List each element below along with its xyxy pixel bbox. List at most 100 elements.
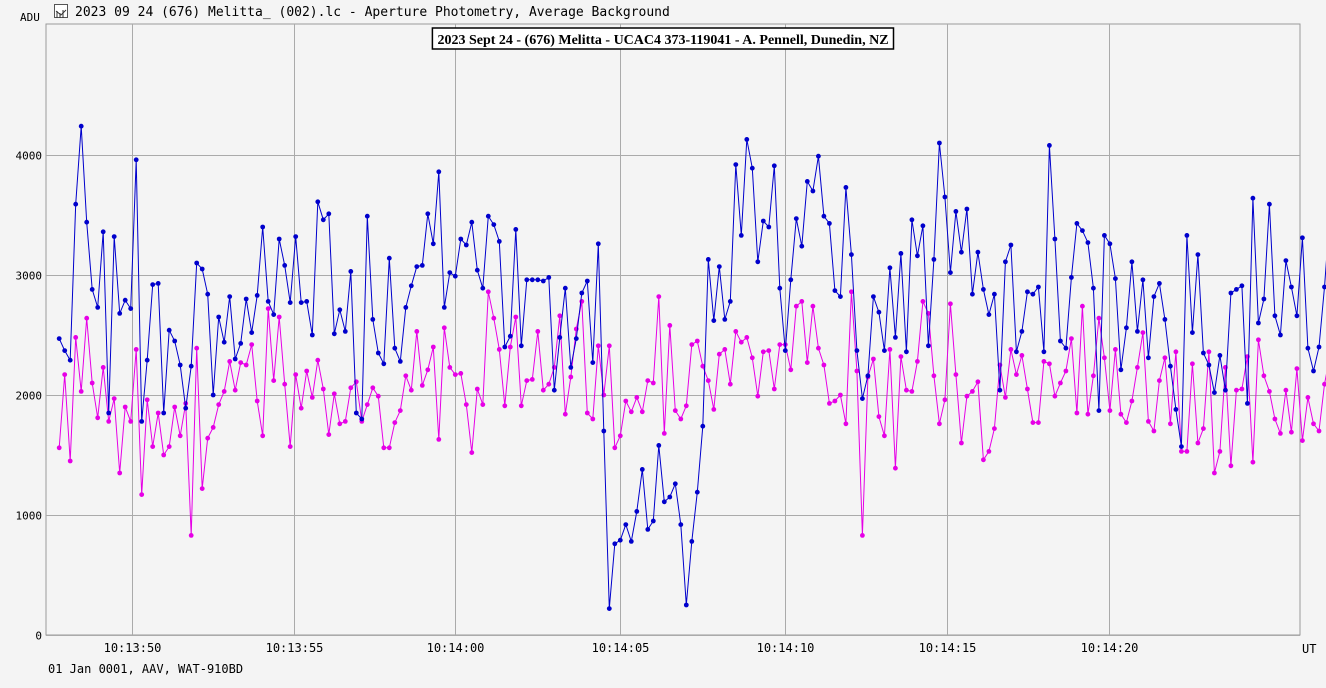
series-1-point bbox=[931, 257, 937, 262]
series-1-point bbox=[1107, 241, 1113, 247]
series-1-point bbox=[716, 264, 722, 269]
series-2-point bbox=[205, 435, 211, 441]
series-2-point bbox=[1129, 398, 1135, 404]
series-2-point bbox=[705, 378, 711, 383]
series-1-point bbox=[1074, 221, 1080, 226]
series-2-point bbox=[364, 402, 370, 407]
series-2-point bbox=[348, 385, 354, 391]
series-2-point bbox=[254, 398, 260, 404]
series-2-point bbox=[199, 486, 205, 491]
series-1-point bbox=[964, 206, 970, 212]
series-1-point bbox=[117, 311, 123, 316]
y-tick-label: 0 bbox=[35, 630, 42, 643]
series-1-point bbox=[529, 277, 535, 283]
series-1-point bbox=[183, 405, 189, 411]
series-2-point bbox=[1173, 349, 1179, 355]
series-1-point bbox=[375, 350, 381, 356]
series-1-point bbox=[353, 410, 359, 416]
series-2-point bbox=[150, 444, 156, 449]
series-1-point bbox=[727, 299, 733, 304]
series-1-point bbox=[1030, 291, 1036, 297]
series-2-point bbox=[1162, 355, 1168, 361]
series-1-point bbox=[513, 227, 519, 232]
series-2-point bbox=[590, 416, 596, 422]
series-2-point bbox=[793, 303, 799, 309]
y-tick-label: 1000 bbox=[16, 510, 43, 523]
series-1-point bbox=[397, 359, 403, 364]
series-1-point bbox=[1102, 233, 1107, 238]
series-1-point bbox=[860, 396, 865, 401]
series-2-point bbox=[1118, 411, 1124, 417]
series-1-point bbox=[1250, 195, 1256, 201]
series-1-point bbox=[551, 387, 557, 393]
series-1-point bbox=[1146, 355, 1151, 361]
series-1-point bbox=[1157, 281, 1162, 286]
series-1-point bbox=[760, 218, 766, 224]
series-2-point bbox=[876, 414, 882, 419]
series-2-point bbox=[755, 393, 761, 399]
series-2-point bbox=[694, 338, 700, 344]
series-2-point bbox=[232, 387, 238, 393]
series-1-point bbox=[386, 255, 392, 261]
series-2-point bbox=[155, 410, 161, 416]
series-1-point bbox=[1234, 287, 1239, 292]
series-1-point bbox=[887, 265, 893, 271]
series-2-point bbox=[788, 367, 794, 373]
series-2-point bbox=[260, 433, 266, 439]
series-2-point bbox=[672, 408, 678, 413]
series-1-point bbox=[942, 194, 948, 200]
series-1-point bbox=[447, 270, 453, 275]
series-2-point bbox=[1311, 421, 1316, 427]
series-1-point bbox=[650, 518, 656, 524]
x-tick-label: 10:14:15 bbox=[919, 641, 977, 655]
series-2-point bbox=[1091, 373, 1096, 379]
series-2-point bbox=[1234, 387, 1239, 393]
series-1-point bbox=[491, 222, 497, 228]
series-1-point bbox=[782, 348, 788, 353]
series-2-point bbox=[1019, 353, 1025, 358]
series-1-point bbox=[1272, 313, 1278, 319]
series-1-point bbox=[986, 312, 992, 317]
series-1-point bbox=[309, 332, 315, 338]
series-2-point bbox=[1041, 359, 1047, 364]
series-1-point bbox=[876, 309, 882, 315]
series-2-point bbox=[661, 431, 667, 436]
series-1-point bbox=[271, 312, 277, 317]
series-1-point bbox=[458, 236, 464, 242]
series-1-point bbox=[359, 416, 365, 422]
series-1-point bbox=[1300, 235, 1305, 241]
series-2-point bbox=[738, 339, 744, 345]
series-1-point bbox=[381, 361, 387, 367]
series-1-point bbox=[948, 270, 953, 275]
series-2-point bbox=[1113, 347, 1118, 352]
series-2-point bbox=[535, 329, 541, 334]
series-2-point bbox=[1294, 366, 1300, 371]
x-tick-label: 10:14:05 bbox=[592, 641, 650, 655]
series-2-point bbox=[606, 343, 612, 349]
series-2-point bbox=[221, 389, 227, 394]
series-1-point bbox=[298, 300, 304, 305]
series-1-point bbox=[689, 539, 695, 544]
series-1-point bbox=[1069, 275, 1074, 280]
series-2-point bbox=[1228, 463, 1234, 469]
lightcurve-app-icon[interactable] bbox=[54, 4, 68, 18]
series-1-point bbox=[975, 249, 981, 255]
series-2-point bbox=[106, 419, 112, 424]
series-1-point bbox=[992, 291, 997, 297]
series-1-point bbox=[854, 348, 860, 353]
series-2-point bbox=[749, 355, 755, 361]
series-1-point bbox=[430, 241, 436, 247]
series-2-point bbox=[1135, 365, 1140, 370]
series-1-point bbox=[733, 162, 739, 168]
series-2-point bbox=[975, 379, 981, 385]
series-1-point bbox=[56, 336, 62, 341]
series-1-point bbox=[403, 305, 409, 310]
series-2-point bbox=[1069, 336, 1074, 341]
series-1-point bbox=[909, 217, 915, 223]
series-2-point bbox=[524, 378, 530, 383]
series-2-point bbox=[799, 299, 805, 304]
series-2-point bbox=[210, 425, 216, 430]
series-1-point bbox=[128, 306, 134, 311]
series-1-point bbox=[579, 290, 585, 296]
series-2-point bbox=[271, 378, 277, 383]
